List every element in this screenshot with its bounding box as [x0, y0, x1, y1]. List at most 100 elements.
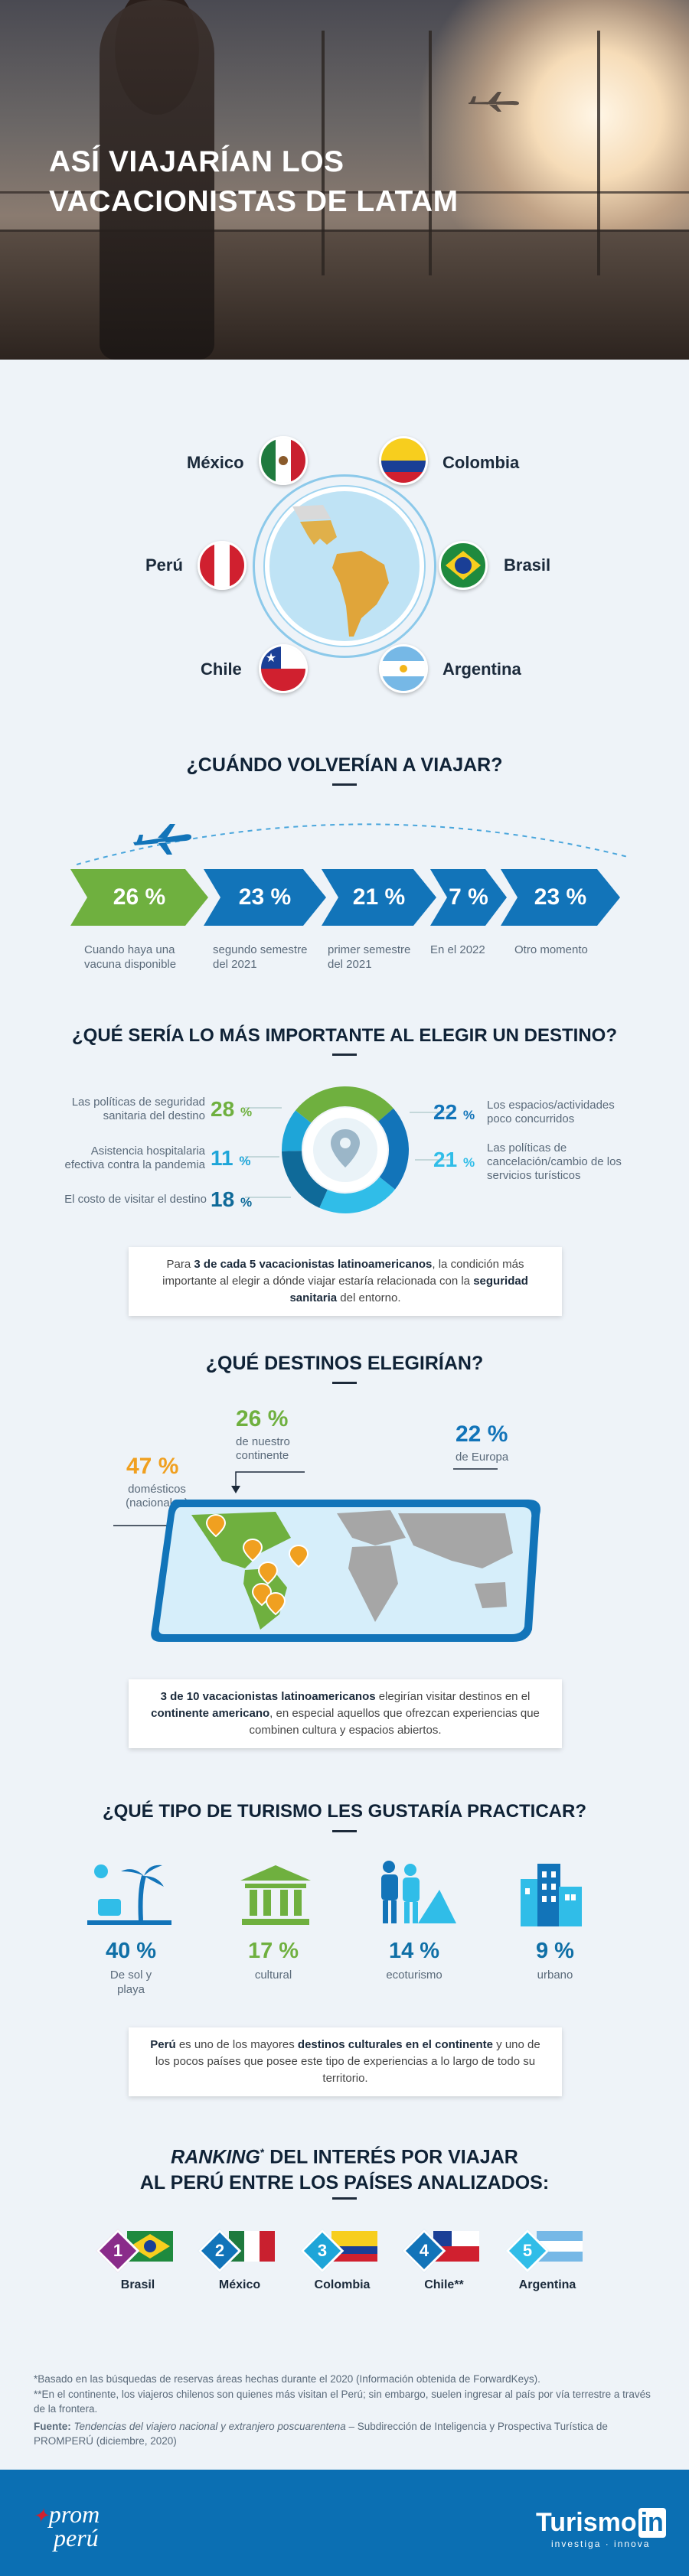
- criterion-label-cancellation: Las políticas de cancelación/cambio de l…: [487, 1141, 622, 1182]
- argentina-flag: [379, 644, 428, 693]
- criterion-pct-cost: 18 %: [211, 1187, 253, 1211]
- section-title-important: ¿QUÉ SERÍA LO MÁS IMPORTANTE AL ELEGIR U…: [71, 1025, 618, 1046]
- traveler-silhouette: [100, 0, 214, 360]
- importance-donut: [282, 1086, 409, 1213]
- criterion-pct-hospital: 11 %: [211, 1146, 251, 1170]
- title-underline: [332, 1830, 357, 1832]
- rank-badge-argentina: 5: [505, 2225, 592, 2274]
- when-label-2021-s2: segundo semestre del 2021: [213, 943, 308, 971]
- dest-pct-domestic: 47 %: [126, 1454, 179, 1479]
- window-rail: [0, 191, 689, 194]
- dest-pointer-continent: [231, 1471, 305, 1493]
- donut-segment: [319, 1177, 396, 1213]
- donut-segment: [377, 1108, 409, 1190]
- criterion-label-crowds: Los espacios/actividades poco concurrido…: [487, 1099, 615, 1125]
- destinations-note: 3 de 10 vacacionistas latinoamericanos e…: [129, 1679, 562, 1748]
- museum-icon: [240, 1865, 311, 1925]
- rank-name-colombia: Colombia: [314, 2278, 371, 2291]
- when-arrow-2021-s1: 21 %: [322, 869, 436, 926]
- countries-ring: [253, 474, 436, 658]
- section-title-ranking: RANKING* DEL INTERÉS POR VIAJAR AL PERÚ …: [139, 2146, 550, 2194]
- tourism-label-urban: urbano: [537, 1969, 573, 1982]
- country-name-argentina: Argentina: [442, 659, 521, 679]
- tourism-pct-urban: 9 %: [536, 1939, 574, 1963]
- dest-pct-europe: 22 %: [456, 1422, 508, 1447]
- rank-number: 4: [419, 2241, 429, 2260]
- rank-name-brazil: Brasil: [120, 2278, 155, 2291]
- donut-segment: [282, 1110, 312, 1151]
- country-name-colombia: Colombia: [442, 453, 520, 472]
- peru-flag: [198, 541, 247, 590]
- when-pct-2022: 7 %: [449, 884, 488, 910]
- donut-segment: [295, 1086, 393, 1123]
- page-title: ASÍ VIAJARÍAN LOS VACACIONISTAS DE LATAM: [49, 142, 459, 222]
- rank-badge-colombia: 3: [300, 2225, 387, 2274]
- source-note: Fuente: Tendencias del viajero nacional …: [34, 2421, 608, 2447]
- tourism-note: Perú es uno de los mayores destinos cult…: [129, 2027, 562, 2096]
- world-map: [151, 1500, 540, 1642]
- flight-path: [77, 823, 628, 865]
- criterion-label-hospital: Asistencia hospitalaria efectiva contra …: [64, 1145, 205, 1171]
- rank-name-argentina: Argentina: [518, 2278, 576, 2291]
- criterion-pct-crowds: 22 %: [433, 1100, 475, 1124]
- hikers-icon: [381, 1861, 456, 1923]
- rank-badge-chile: 4: [402, 2225, 488, 2274]
- window-post: [429, 31, 432, 275]
- criterion-label-cost: El costo de visitar el destino: [64, 1193, 207, 1206]
- beach-icon: [87, 1864, 171, 1925]
- footnote-1: *Basado en las búsquedas de reservas áre…: [34, 2373, 540, 2385]
- turismoin-logo: Turismo in: [536, 2508, 666, 2538]
- tourism-label-eco: ecoturismo: [386, 1969, 442, 1982]
- title-line-1: ASÍ VIAJARÍAN LOS: [49, 145, 344, 178]
- country-name-chile: Chile: [201, 659, 242, 679]
- footer: ✦prom perú Turismo in investiga · innova: [0, 2470, 689, 2576]
- rank-number: 2: [214, 2241, 225, 2260]
- title-line-2: VACACIONISTAS DE LATAM: [49, 185, 459, 218]
- airplane-icon: [469, 92, 519, 112]
- tourism-pct-beach: 40 %: [105, 1939, 157, 1963]
- title-underline: [332, 1382, 357, 1384]
- rank-number: 3: [317, 2241, 328, 2260]
- colombia-flag: [331, 2231, 377, 2262]
- when-pct-2021-s1: 21 %: [352, 884, 406, 910]
- donut-segment: [282, 1150, 328, 1208]
- when-label-other: Otro momento: [514, 943, 588, 956]
- brazil-flag: [439, 541, 488, 590]
- section-title-destinations: ¿QUÉ DESTINOS ELEGIRÍAN?: [205, 1353, 484, 1374]
- criterion-pct-cancellation: 21 %: [433, 1148, 475, 1171]
- tourism-pct-eco: 14 %: [388, 1939, 440, 1963]
- brazil-flag: [127, 2231, 173, 2262]
- hero-banner: ASÍ VIAJARÍAN LOS VACACIONISTAS DE LATAM: [0, 0, 689, 360]
- rank-badge-brazil: 1: [96, 2225, 182, 2274]
- window-post: [322, 31, 325, 275]
- country-name-mexico: México: [187, 453, 244, 472]
- dest-label-europe: de Europa: [456, 1451, 509, 1464]
- rank-number: 1: [113, 2241, 123, 2260]
- country-name-brazil: Brasil: [504, 555, 551, 575]
- section-title-when: ¿CUÁNDO VOLVERÍAN A VIAJAR?: [186, 754, 503, 776]
- city-icon: [521, 1864, 582, 1926]
- country-name-peru: Perú: [145, 555, 183, 575]
- latam-globe: [265, 487, 424, 646]
- when-arrow-2022: 7 %: [430, 869, 507, 926]
- importance-note: Para 3 de cada 5 vacacionistas latinoame…: [129, 1247, 562, 1316]
- importance-connectors: [245, 1107, 452, 1198]
- when-label-2022: En el 2022: [430, 943, 485, 956]
- criterion-pct-sanitary: 28 %: [211, 1097, 253, 1121]
- when-arrow-2021-s2: 23 %: [204, 869, 326, 926]
- title-underline: [332, 1054, 357, 1056]
- when-label-vaccine: Cuando haya una vacuna disponible: [84, 943, 177, 971]
- title-underline: [332, 2197, 357, 2200]
- mexico-flag: [259, 436, 308, 485]
- latam-map-icon: [292, 505, 389, 637]
- when-pct-2021-s2: 23 %: [238, 884, 292, 910]
- when-pct-other: 23 %: [534, 884, 587, 910]
- airplane-icon: [133, 824, 191, 855]
- dest-pointer-europe: [453, 1468, 498, 1470]
- turismoin-tagline: investiga · innova: [551, 2539, 651, 2549]
- dest-pct-continent: 26 %: [236, 1406, 289, 1431]
- when-label-2021-s1: primer semestre del 2021: [328, 943, 411, 971]
- window-rail: [0, 230, 689, 232]
- footnote-2: **En el continente, los viajeros chileno…: [34, 2389, 651, 2415]
- window-post: [597, 31, 600, 275]
